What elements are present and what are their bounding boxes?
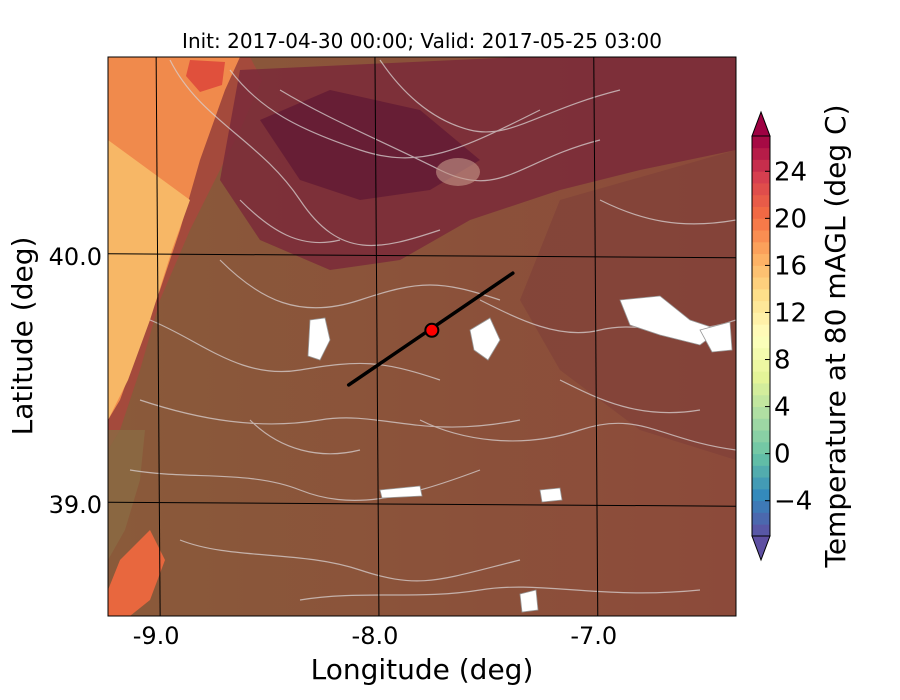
map-area xyxy=(108,57,736,616)
colorbar-segment xyxy=(752,430,770,443)
colorbar-segment xyxy=(752,159,770,172)
colorbar-segment xyxy=(752,383,770,396)
colorbar-segment xyxy=(752,347,770,360)
colorbar-segment xyxy=(752,277,770,290)
colorbar-segment xyxy=(752,265,770,278)
colorbar-segment xyxy=(752,512,770,525)
colorbar-tick-label: −4 xyxy=(774,487,812,517)
coastal-light xyxy=(108,140,190,420)
colorbar-segment xyxy=(752,418,770,431)
hot-streak xyxy=(260,90,480,200)
colorbar-frame xyxy=(751,135,771,537)
x-tick-label: -9.0 xyxy=(133,622,180,650)
colorbar-segment xyxy=(752,300,770,313)
colorbar-tick-label: 12 xyxy=(774,298,807,328)
colorbar-segment xyxy=(752,206,770,219)
colorbar-extend-bottom xyxy=(751,535,771,562)
colorbar-segment xyxy=(752,288,770,302)
colorbar-segment xyxy=(752,406,770,419)
colorbar-tick-label: 8 xyxy=(774,346,791,376)
colorbar-segment xyxy=(752,453,770,466)
colorbar-label: Temperature at 80 mAGL (deg C) xyxy=(819,104,852,568)
colorbar-tick-label: 24 xyxy=(774,157,807,187)
colorbar-segment xyxy=(752,524,770,537)
colorbar-segment xyxy=(752,336,770,349)
colorbar-segment xyxy=(752,253,770,266)
hot-spot-north xyxy=(186,60,225,92)
grid-line-x-2 xyxy=(593,57,599,616)
colorbar-tick-label: 0 xyxy=(774,440,791,470)
colorbar-segment xyxy=(752,465,770,478)
colorbar xyxy=(751,110,771,562)
colorbar-segment xyxy=(752,477,770,490)
colorbar-tick-label: 4 xyxy=(774,393,791,423)
colorbar-segment xyxy=(752,324,770,337)
plot-frame xyxy=(107,56,737,617)
grid-line-x-1 xyxy=(374,57,380,616)
colorbar-ticks: −4 0 4 8 12 16 20 24 xyxy=(765,157,812,517)
x-axis-ticks: -9.0 -8.0 -7.0 xyxy=(133,622,617,650)
x-axis-label: Longitude (deg) xyxy=(311,653,534,686)
colorbar-segment xyxy=(752,441,770,455)
grid-line-x-0 xyxy=(155,57,161,616)
colorbar-segment xyxy=(752,371,770,384)
colorbar-tick-label: 16 xyxy=(774,251,807,281)
colorbar-segment xyxy=(752,218,770,231)
colorbar-segment xyxy=(752,147,770,160)
contour-lines xyxy=(129,59,736,601)
chart-title: Init: 2017-04-30 00:00; Valid: 2017-05-2… xyxy=(182,29,662,53)
colorbar-segment xyxy=(752,183,770,196)
colorbar-segment xyxy=(752,394,770,407)
colorbar-extend-top xyxy=(751,110,771,137)
colorbar-segment xyxy=(752,241,770,255)
missing-data-patches xyxy=(307,295,733,613)
colorbar-segment xyxy=(752,194,770,207)
light-spot xyxy=(436,158,480,186)
location-marker xyxy=(424,322,440,338)
colorbar-segment xyxy=(752,136,770,149)
grid-line-y-0 xyxy=(108,501,736,507)
y-tick-label: 40.0 xyxy=(49,243,102,271)
grid-line-y-1 xyxy=(108,253,736,259)
coastal-strip-south xyxy=(108,430,145,560)
colorbar-tick-label: 20 xyxy=(774,204,807,234)
colorbar-segment xyxy=(752,488,770,502)
coastal-orange-south xyxy=(108,530,165,616)
x-tick-label: -7.0 xyxy=(570,622,617,650)
y-axis-label: Latitude (deg) xyxy=(6,237,39,436)
grid-lines xyxy=(108,57,736,616)
y-tick-label: 39.0 xyxy=(49,491,102,519)
colorbar-segment xyxy=(752,312,770,325)
colorbar-segment xyxy=(752,500,770,513)
y-axis-ticks: 39.0 40.0 xyxy=(49,243,102,519)
x-tick-label: -8.0 xyxy=(352,622,399,650)
colorbar-segment xyxy=(752,230,770,243)
colorbar-segment xyxy=(752,359,770,372)
colorbar-segment xyxy=(752,171,770,184)
